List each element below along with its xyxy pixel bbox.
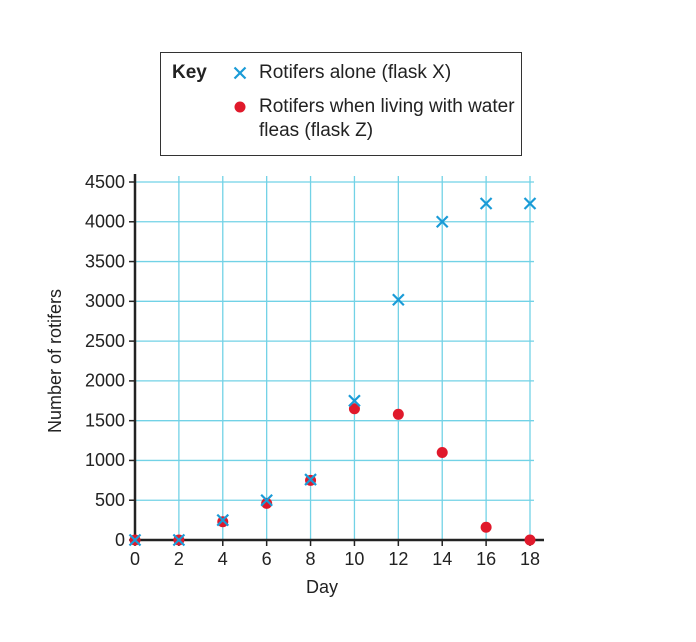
legend-marker [234, 101, 246, 113]
y-tick-label: 3500 [85, 251, 125, 271]
y-tick-label: 2000 [85, 371, 125, 391]
x-tick-label: 6 [262, 549, 272, 569]
x-axis-label: Day [306, 577, 338, 597]
dot-marker [348, 403, 360, 415]
cross-stroke [392, 293, 405, 307]
cross-marker [348, 394, 361, 408]
cross-marker [435, 215, 449, 229]
cross-marker [479, 197, 493, 210]
cross-stroke [348, 394, 361, 408]
cross-marker [260, 493, 273, 507]
legend-title: Key [172, 62, 207, 83]
cross-stroke [233, 66, 247, 80]
dot-marker [436, 446, 448, 458]
cross-marker [392, 293, 405, 307]
cross-stroke [523, 197, 537, 210]
y-axis-label: Number of rotifers [45, 289, 65, 433]
legend-entry: Rotifers when living with water fleas (f… [234, 95, 517, 143]
cross-marker [216, 513, 230, 527]
cross-stroke [216, 513, 230, 527]
cross-marker [172, 533, 186, 547]
x-tick-label: 4 [218, 549, 228, 569]
cross-stroke [435, 215, 449, 229]
x-tick-label: 14 [432, 549, 452, 569]
x-tick-label: 0 [130, 549, 140, 569]
dot-marker [392, 408, 404, 420]
y-tick-label: 1500 [85, 410, 125, 430]
x-tick-label: 16 [476, 549, 496, 569]
cross-marker [523, 197, 537, 210]
y-tick-label: 4000 [85, 212, 125, 232]
cross-stroke [479, 197, 493, 210]
legend-label: Rotifers alone (flask X) [259, 62, 452, 83]
y-tick-label: 500 [95, 490, 125, 510]
y-tick-label: 1000 [85, 450, 125, 470]
y-tick-label: 2500 [85, 331, 125, 351]
cross-stroke [260, 493, 273, 507]
x-tick-label: 12 [388, 549, 408, 569]
dot-marker [217, 516, 229, 528]
y-tick-label: 3000 [85, 291, 125, 311]
dot-marker [524, 534, 536, 546]
legend-entry: Rotifers alone (flask X) [233, 61, 517, 85]
cross-marker [304, 473, 317, 486]
y-tick-label: 4500 [85, 172, 125, 192]
x-tick-label: 18 [520, 549, 540, 569]
dot-marker [261, 497, 273, 509]
legend: Key Rotifers alone (flask X) Rotifers whe… [160, 52, 522, 156]
legend-label: Rotifers when living with water fleas (f… [259, 96, 515, 141]
legend-marker [233, 66, 247, 80]
x-tick-label: 10 [344, 549, 364, 569]
cross-marker [128, 533, 142, 547]
cross-marker [233, 66, 247, 80]
cross-stroke [128, 533, 142, 547]
dot-marker [234, 101, 246, 113]
cross-stroke [172, 533, 186, 547]
y-tick-label: 0 [115, 530, 125, 550]
dot-marker [480, 521, 492, 533]
cross-stroke [304, 473, 317, 486]
x-tick-label: 8 [306, 549, 316, 569]
x-tick-label: 2 [174, 549, 184, 569]
